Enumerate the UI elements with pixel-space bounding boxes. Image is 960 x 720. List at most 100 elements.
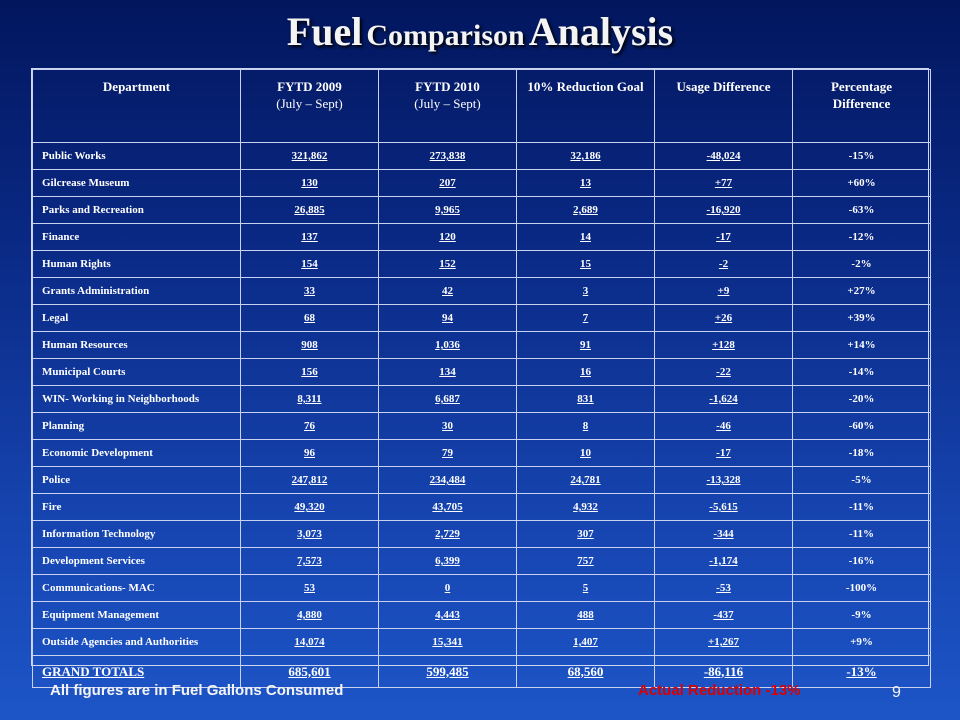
fuel-comparison-table: Department FYTD 2009 (July – Sept) FYTD …	[32, 69, 931, 688]
cell-usage-difference: -13,328	[654, 466, 793, 494]
table-header-row: Department FYTD 2009 (July – Sept) FYTD …	[32, 69, 931, 143]
cell-department: Outside Agencies and Authorities	[32, 628, 241, 656]
cell-fytd2009: 53	[240, 574, 379, 602]
cell-fytd2009: 33	[240, 277, 379, 305]
cell-percentage-difference: +27%	[792, 277, 931, 305]
header-percentage-difference: Percentage Difference	[792, 69, 931, 143]
cell-reduction-goal: 831	[516, 385, 655, 413]
cell-usage-difference: -2	[654, 250, 793, 278]
cell-reduction-goal: 5	[516, 574, 655, 602]
cell-fytd2010: 0	[378, 574, 517, 602]
cell-department: Information Technology	[32, 520, 241, 548]
cell-fytd2009: 130	[240, 169, 379, 197]
totals-fytd2009: 685,601	[240, 655, 379, 688]
cell-percentage-difference: -9%	[792, 601, 931, 629]
cell-reduction-goal: 1,407	[516, 628, 655, 656]
cell-usage-difference: -437	[654, 601, 793, 629]
cell-percentage-difference: -12%	[792, 223, 931, 251]
grand-totals-row: GRAND TOTALS 685,601 599,485 68,560 -86,…	[32, 655, 931, 688]
cell-percentage-difference: -20%	[792, 385, 931, 413]
cell-department: Equipment Management	[32, 601, 241, 629]
header-department: Department	[32, 69, 241, 143]
cell-reduction-goal: 757	[516, 547, 655, 575]
cell-department: Human Rights	[32, 250, 241, 278]
cell-fytd2009: 908	[240, 331, 379, 359]
slide-title: Fuel Comparison Analysis	[0, 8, 960, 55]
cell-department: Grants Administration	[32, 277, 241, 305]
cell-usage-difference: -22	[654, 358, 793, 386]
cell-percentage-difference: -14%	[792, 358, 931, 386]
cell-fytd2010: 273,838	[378, 142, 517, 170]
cell-usage-difference: -1,174	[654, 547, 793, 575]
header-fytd2010: FYTD 2010 (July – Sept)	[378, 69, 517, 143]
cell-fytd2010: 9,965	[378, 196, 517, 224]
table-row: Finance 137 120 14 -17 -12%	[32, 223, 931, 251]
actual-reduction-note: Actual Reduction -13%	[638, 682, 801, 699]
cell-usage-difference: +1,267	[654, 628, 793, 656]
cell-department: Fire	[32, 493, 241, 521]
totals-fytd2010: 599,485	[378, 655, 517, 688]
cell-fytd2010: 4,443	[378, 601, 517, 629]
table-row: Information Technology 3,073 2,729 307 -344-…	[32, 520, 931, 548]
cell-fytd2009: 156	[240, 358, 379, 386]
table-row: Outside Agencies and Authorities 14,074 15…	[32, 628, 931, 656]
units-footnote: All figures are in Fuel Gallons Consumed	[50, 682, 344, 699]
table-row: Development Services 7,573 6,399 757 -1,174-…	[32, 547, 931, 575]
cell-fytd2009: 154	[240, 250, 379, 278]
cell-department: Communications- MAC	[32, 574, 241, 602]
table-row: Parks and Recreation 26,885 9,965 2,689 -16,…	[32, 196, 931, 224]
table-row: Municipal Courts 156 134 16 -22 -14%	[32, 358, 931, 386]
cell-reduction-goal: 7	[516, 304, 655, 332]
cell-fytd2010: 94	[378, 304, 517, 332]
cell-reduction-goal: 24,781	[516, 466, 655, 494]
cell-reduction-goal: 13	[516, 169, 655, 197]
cell-fytd2010: 6,687	[378, 385, 517, 413]
cell-fytd2010: 152	[378, 250, 517, 278]
totals-percentage-difference: -13%	[792, 655, 931, 688]
header-usage-difference: Usage Difference	[654, 69, 793, 143]
cell-fytd2010: 207	[378, 169, 517, 197]
cell-percentage-difference: -63%	[792, 196, 931, 224]
cell-percentage-difference: -100%	[792, 574, 931, 602]
cell-fytd2009: 137	[240, 223, 379, 251]
cell-fytd2009: 49,320	[240, 493, 379, 521]
title-word-comparison: Comparison	[366, 19, 525, 52]
table-row: Planning 76 30 8 -46 -60%	[32, 412, 931, 440]
cell-department: Municipal Courts	[32, 358, 241, 386]
header-fytd2009: FYTD 2009 (July – Sept)	[240, 69, 379, 143]
cell-percentage-difference: -15%	[792, 142, 931, 170]
table-row: Human Rights 154 152 15 -2 -2%	[32, 250, 931, 278]
cell-department: Police	[32, 466, 241, 494]
cell-percentage-difference: -60%	[792, 412, 931, 440]
fuel-table-container: Department FYTD 2009 (July – Sept) FYTD …	[31, 68, 931, 688]
cell-percentage-difference: +14%	[792, 331, 931, 359]
cell-department: Human Resources	[32, 331, 241, 359]
totals-reduction-goal: 68,560	[516, 655, 655, 688]
cell-reduction-goal: 8	[516, 412, 655, 440]
cell-department: Legal	[32, 304, 241, 332]
cell-fytd2010: 15,341	[378, 628, 517, 656]
cell-usage-difference: -48,024	[654, 142, 793, 170]
cell-reduction-goal: 4,932	[516, 493, 655, 521]
cell-department: Public Works	[32, 142, 241, 170]
table-row: Grants Administration 33 42 3 +9 +27%	[32, 277, 931, 305]
cell-usage-difference: -344	[654, 520, 793, 548]
cell-usage-difference: -17	[654, 223, 793, 251]
cell-fytd2009: 247,812	[240, 466, 379, 494]
cell-usage-difference: -16,920	[654, 196, 793, 224]
table-row: Equipment Management 4,880 4,443 488 -437 -9%	[32, 601, 931, 629]
table-row: Fire 49,320 43,705 4,932 -5,615 -11%	[32, 493, 931, 521]
cell-usage-difference: -53	[654, 574, 793, 602]
cell-fytd2010: 42	[378, 277, 517, 305]
cell-department: Finance	[32, 223, 241, 251]
cell-usage-difference: -17	[654, 439, 793, 467]
cell-fytd2009: 4,880	[240, 601, 379, 629]
table-row: Gilcrease Museum 130 207 13 +77 +60%	[32, 169, 931, 197]
cell-reduction-goal: 307	[516, 520, 655, 548]
cell-fytd2009: 321,862	[240, 142, 379, 170]
table-row: Police 247,812 234,484 24,781 -13,328 -5%	[32, 466, 931, 494]
cell-reduction-goal: 3	[516, 277, 655, 305]
cell-usage-difference: +26	[654, 304, 793, 332]
totals-label: GRAND TOTALS	[32, 655, 241, 688]
cell-percentage-difference: +60%	[792, 169, 931, 197]
